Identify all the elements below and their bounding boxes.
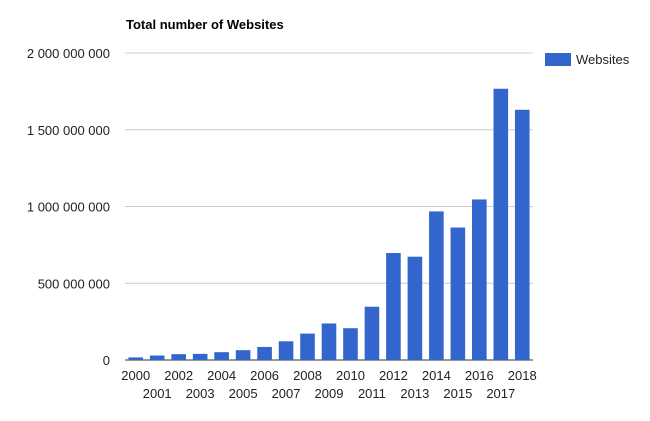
bar [278, 341, 294, 360]
x-tick-label: 2000 [121, 368, 150, 383]
x-tick-label: 2010 [336, 368, 365, 383]
x-tick-label: 2004 [207, 368, 236, 383]
y-tick-label: 500 000 000 [38, 276, 110, 291]
x-tick-label: 2016 [465, 368, 494, 383]
bar [364, 306, 380, 360]
bar [149, 355, 165, 360]
x-tick-label: 2015 [443, 386, 472, 401]
bar [128, 357, 144, 360]
bar [429, 211, 444, 360]
y-tick-label: 1 000 000 000 [27, 200, 110, 215]
x-tick-label: 2005 [229, 386, 258, 401]
x-tick-label: 2009 [315, 386, 344, 401]
bar [257, 346, 272, 360]
bar [171, 354, 186, 360]
x-tick-label: 2013 [400, 386, 429, 401]
legend-label-websites: Websites [576, 52, 630, 67]
x-tick-label: 2007 [272, 386, 301, 401]
x-tick-label: 2017 [486, 386, 515, 401]
bar [450, 227, 466, 360]
x-tick-label: 2018 [508, 368, 537, 383]
bar [472, 199, 487, 360]
x-tick-label: 2006 [250, 368, 279, 383]
legend: Websites [545, 52, 629, 67]
x-tick-label: 2012 [379, 368, 408, 383]
bar [235, 350, 251, 360]
chart-title: Total number of Websites [126, 17, 284, 32]
bar [407, 256, 423, 360]
bar [514, 109, 530, 360]
bar [493, 88, 509, 360]
bar [343, 328, 358, 360]
x-tick-label: 2014 [422, 368, 451, 383]
x-tick-label: 2002 [164, 368, 193, 383]
bar [300, 333, 315, 360]
bar [192, 353, 208, 360]
bar [386, 253, 401, 360]
y-tick-label: 0 [103, 353, 110, 368]
legend-swatch-websites [545, 53, 571, 66]
x-tick-label: 2003 [186, 386, 215, 401]
x-tick-label: 2011 [358, 386, 386, 401]
x-tick-label: 2001 [143, 386, 172, 401]
y-tick-label: 1 500 000 000 [27, 123, 110, 138]
x-tick-label: 2008 [293, 368, 322, 383]
y-tick-label: 2 000 000 000 [27, 46, 110, 61]
bar [214, 352, 229, 360]
bar [321, 323, 337, 360]
